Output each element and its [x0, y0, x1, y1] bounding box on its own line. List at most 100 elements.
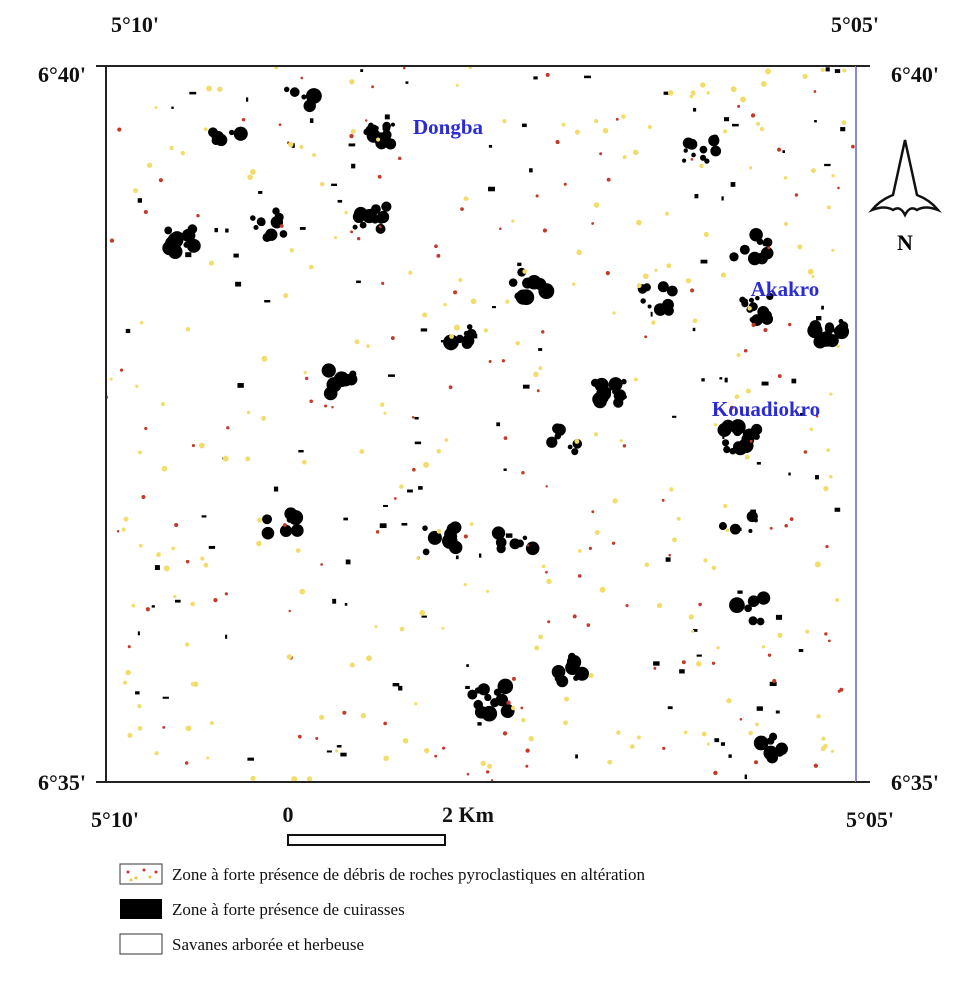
spot	[188, 224, 198, 234]
spot	[498, 679, 514, 695]
spot	[693, 328, 696, 331]
spot	[568, 445, 573, 450]
spot	[383, 505, 388, 507]
spot	[826, 67, 830, 71]
spot	[289, 610, 291, 612]
spot	[746, 389, 751, 394]
spot	[589, 547, 592, 550]
spot	[391, 336, 395, 340]
spot	[122, 528, 126, 532]
spot	[196, 214, 199, 217]
spot	[225, 229, 228, 233]
spot	[573, 614, 577, 618]
spot	[470, 522, 474, 526]
spot	[587, 623, 591, 627]
spot	[712, 662, 715, 665]
spot	[369, 125, 379, 135]
spot	[280, 230, 288, 238]
spot	[225, 592, 228, 595]
spot	[437, 449, 442, 454]
spot	[312, 153, 316, 157]
spot	[185, 761, 189, 765]
spot	[693, 108, 696, 112]
spot	[668, 554, 671, 557]
spot	[334, 236, 337, 239]
spot	[784, 176, 788, 180]
spot	[521, 471, 524, 474]
spot	[729, 597, 745, 613]
spot	[690, 288, 694, 292]
spot	[782, 150, 785, 153]
spot	[360, 69, 363, 72]
spot	[653, 661, 659, 665]
spot	[287, 654, 292, 659]
spot	[380, 402, 384, 406]
spot	[215, 228, 218, 232]
spot	[466, 664, 469, 667]
spot	[486, 770, 489, 773]
spot	[380, 523, 387, 528]
spot	[467, 324, 473, 330]
spot	[261, 416, 266, 421]
spot	[424, 748, 429, 753]
spot	[253, 225, 258, 230]
spot	[664, 306, 674, 316]
spot	[332, 599, 336, 604]
spot	[137, 704, 141, 708]
spot	[591, 222, 594, 225]
spot	[749, 166, 752, 169]
spot	[761, 81, 767, 87]
spot	[237, 383, 243, 388]
spot	[821, 746, 826, 751]
spot	[617, 379, 623, 385]
spot	[138, 450, 142, 454]
spot	[298, 735, 302, 739]
spot	[748, 252, 761, 265]
spot	[250, 776, 255, 781]
spot	[511, 706, 515, 710]
spot	[835, 508, 841, 512]
spot	[802, 74, 807, 79]
spot	[434, 755, 437, 758]
spot	[186, 726, 192, 732]
spot	[355, 339, 360, 344]
spot	[257, 518, 262, 523]
spot	[163, 697, 169, 699]
spot	[382, 122, 391, 131]
spot	[349, 134, 353, 138]
spot	[704, 232, 709, 237]
spot	[668, 90, 673, 95]
spot	[816, 316, 821, 320]
spot	[422, 312, 427, 317]
spot	[335, 749, 338, 752]
spot	[613, 498, 618, 503]
spot	[453, 290, 457, 294]
spot	[762, 382, 769, 386]
spot	[691, 630, 694, 633]
spot	[623, 155, 627, 159]
spot	[765, 68, 771, 74]
spot	[696, 661, 702, 667]
spot	[393, 683, 400, 686]
spot	[511, 219, 514, 222]
spot	[247, 175, 253, 181]
spot	[279, 123, 282, 126]
spot	[135, 691, 140, 694]
spot	[713, 771, 717, 775]
spot	[245, 456, 250, 461]
spot	[594, 202, 600, 208]
spot	[344, 211, 347, 214]
spot	[760, 127, 764, 131]
spot	[488, 187, 495, 192]
spot	[414, 702, 417, 705]
spot	[502, 359, 505, 362]
spot	[523, 385, 530, 389]
spot	[460, 207, 464, 211]
spot	[594, 119, 598, 123]
spot	[726, 528, 730, 532]
spot	[768, 653, 771, 656]
spot	[703, 558, 707, 562]
spot	[357, 237, 360, 240]
spot	[131, 604, 135, 608]
spot	[509, 278, 518, 287]
